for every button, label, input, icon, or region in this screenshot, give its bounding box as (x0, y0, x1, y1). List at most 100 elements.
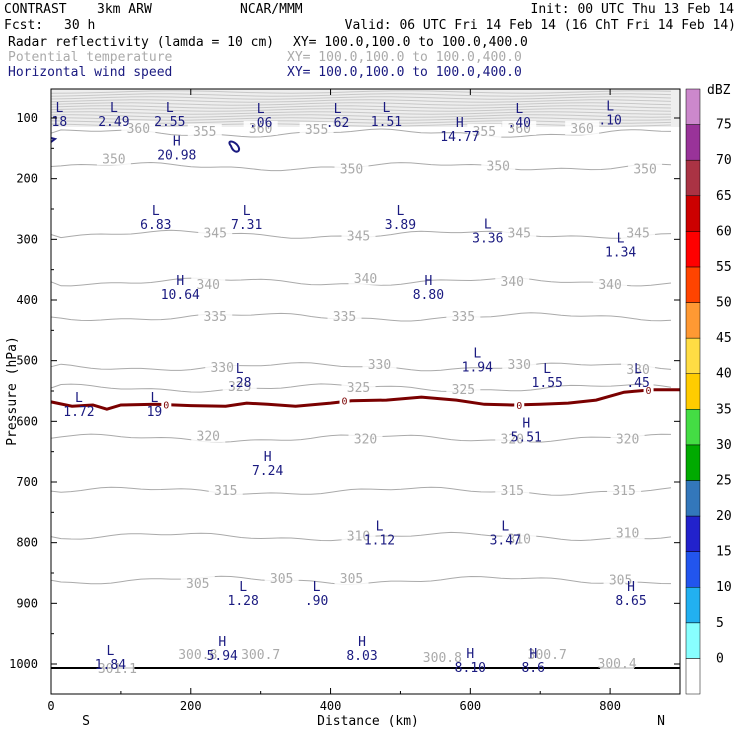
theta-label-bg (205, 359, 240, 374)
theta-label-bg (121, 120, 156, 135)
y-tick-label: 300 (16, 232, 38, 246)
freezing-label-bg (339, 394, 350, 406)
colorbar-label: 40 (716, 367, 732, 382)
colorbar-label: 60 (716, 224, 732, 239)
theta-label-bg (348, 270, 383, 285)
theta-label: 345 (626, 226, 649, 241)
wind-extremum-value: .28 (228, 376, 251, 391)
theta-label: 320 (501, 433, 524, 448)
colorbar-swatch (685, 337, 701, 374)
colorbar-swatch (685, 586, 701, 624)
theta-label: 310 (508, 533, 531, 548)
wind-extremum-value: 8.6 (521, 661, 544, 676)
wind-extremum-mark: L (313, 580, 321, 595)
wind-extremum-value: 19 (147, 405, 163, 420)
freezing-level-label: 0 (516, 401, 522, 412)
theta-label: 335 (333, 310, 356, 325)
theta-label: 360 (570, 122, 593, 137)
wind-extremum-value: 1.12 (364, 534, 395, 549)
y-tick-label: 100 (16, 111, 38, 125)
theta-label-bg (341, 379, 376, 394)
colorbar-swatch (685, 159, 701, 197)
theta-label-bg (495, 483, 530, 498)
fcst-label: Fcst: (4, 18, 44, 33)
wind-extremum-value: 10.64 (161, 288, 200, 303)
theta-label-bg (198, 225, 233, 240)
theta-label-bg (425, 649, 460, 664)
theta-label: 340 (197, 278, 220, 293)
y-tick-label: 900 (16, 596, 38, 610)
theta-label-bg (243, 646, 278, 661)
wind-extremum-mark: L (397, 204, 405, 219)
theta-label: 305 (186, 577, 209, 592)
theta-label: 345 (508, 226, 531, 241)
theta-label: 330 (210, 361, 233, 376)
theta-label-bg (610, 525, 645, 540)
band-contour (50, 114, 672, 118)
wind-extremum-mark: L (383, 101, 391, 116)
theta-label: 325 (452, 383, 475, 398)
x-axis-label: Distance (km) (317, 714, 419, 729)
colorbar-swatch (685, 409, 701, 446)
wind-extremum-value: 1.51 (371, 115, 402, 130)
theta-label: 300.7 (528, 648, 567, 663)
wind-extremum-mark: L (334, 102, 342, 117)
wind-extremum-value: .90 (305, 594, 328, 609)
theta-label-bg (446, 308, 481, 323)
colorbar-swatch (685, 124, 701, 161)
colorbar-swatch (685, 444, 701, 481)
colorbar-swatch (685, 195, 701, 232)
theta-label-bg (481, 158, 516, 173)
wind-extremum-mark: L (166, 101, 174, 116)
theta-label: 335 (203, 310, 226, 325)
wind-extremum-value: 8.65 (615, 594, 646, 609)
theta-label: 310 (347, 530, 370, 545)
wind-extremum-mark: L (55, 101, 63, 116)
colorbar-swatch (685, 231, 701, 268)
theta-label: 360 (508, 122, 531, 137)
theta-label: 340 (354, 272, 377, 287)
wind-extremum-value: 8.03 (346, 649, 377, 664)
x-tick-label: 800 (599, 699, 621, 713)
colorbar-label: 65 (716, 189, 732, 204)
wind-extremum-mark: H (466, 647, 474, 662)
theta-label: 301.1 (98, 662, 137, 677)
wind-extremum-value: .40 (508, 116, 531, 131)
theta-label-bg (222, 378, 257, 393)
band-contour (50, 102, 672, 106)
wind-extremum-value: 2.49 (98, 115, 129, 130)
freezing-label-bg (514, 398, 525, 410)
wind-extremum-value: 1.72 (63, 405, 94, 420)
center-name: NCAR/MMM (240, 2, 303, 17)
theta-label-bg (565, 120, 600, 135)
wind-extremum-value: 7.31 (231, 218, 262, 233)
theta-label-bg (243, 120, 278, 135)
field-label-wind: Horizontal wind speed (8, 65, 173, 80)
y-tick-label: 400 (16, 293, 38, 307)
colorbar-swatch (685, 88, 701, 125)
wind-extremum-mark: L (110, 101, 118, 116)
theta-label-bg (495, 273, 530, 288)
theta-label: 355 (193, 125, 216, 140)
wind-extremum-value: 1.55 (532, 376, 563, 391)
theta-label: 305 (270, 572, 293, 587)
field-xy-wind: XY= 100.0,100.0 to 100.0,400.0 (287, 65, 522, 80)
theta-label: 355 (473, 125, 496, 140)
freezing-label-bg (643, 383, 654, 395)
edge-contour (50, 137, 58, 143)
theta-label: 350 (487, 160, 510, 175)
theta-label-bg (191, 276, 226, 291)
init-time: Init: 00 UTC Thu 13 Feb 14 (530, 2, 735, 17)
wind-extremum-value: 2.55 (154, 115, 185, 130)
theta-label: 305 (340, 572, 363, 587)
wind-extremum-mark: L (634, 362, 642, 377)
theta-label-bg (341, 528, 376, 543)
wind-extremum-value: 7.24 (252, 464, 283, 479)
colorbar-label: 0 (716, 651, 724, 666)
band-contour (50, 117, 672, 121)
theta-label-bg (607, 483, 642, 498)
theta-label: 320 (616, 433, 639, 448)
wind-extremum-mark: H (627, 580, 635, 595)
y-tick-label: 200 (16, 172, 38, 186)
wind-extremum-value: .45 (626, 376, 649, 391)
